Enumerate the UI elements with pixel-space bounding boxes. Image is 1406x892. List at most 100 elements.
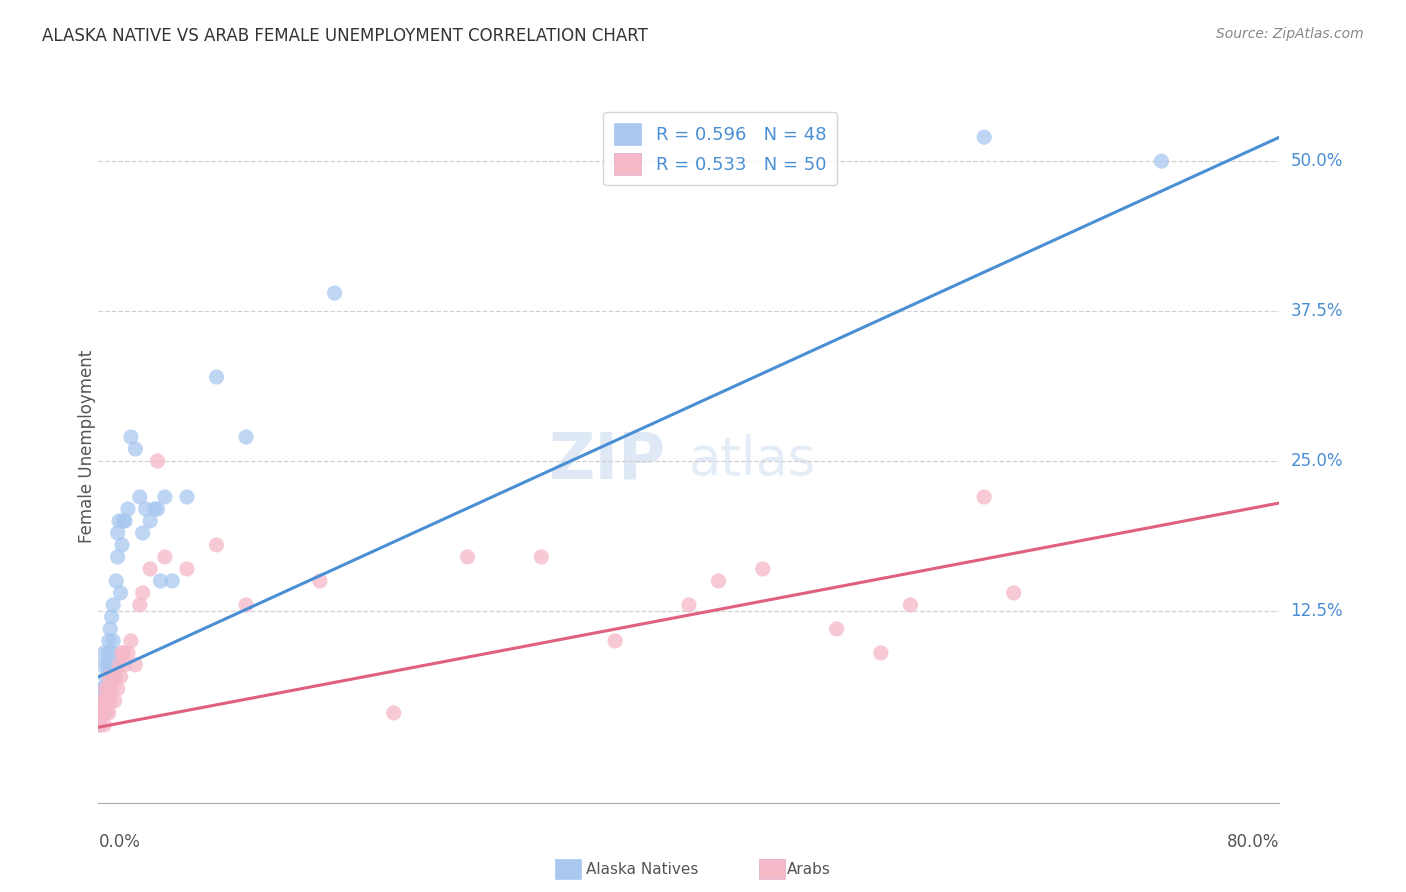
Point [309, 574, 332, 588]
Point [1150, 154, 1173, 169]
Point [91, 706, 114, 720]
Point [93, 718, 115, 732]
Point [124, 657, 146, 672]
Point [94, 706, 117, 720]
Point [235, 430, 257, 444]
Point [100, 610, 122, 624]
Point [91, 694, 114, 708]
Point [973, 130, 995, 145]
Point [139, 514, 162, 528]
Point [90, 694, 112, 708]
Point [143, 502, 166, 516]
Point [104, 670, 127, 684]
Point [94, 681, 117, 696]
Point [94, 670, 117, 684]
Text: ALASKA NATIVE VS ARAB FEMALE UNEMPLOYMENT CORRELATION CHART: ALASKA NATIVE VS ARAB FEMALE UNEMPLOYMEN… [42, 27, 648, 45]
Point [111, 646, 134, 660]
Point [146, 454, 169, 468]
Point [900, 598, 922, 612]
Point [108, 657, 131, 672]
Text: 50.0%: 50.0% [1291, 153, 1343, 170]
Point [93, 646, 115, 660]
Point [456, 549, 478, 564]
Point [91, 657, 114, 672]
Point [89, 718, 111, 732]
Text: atlas: atlas [689, 434, 817, 486]
Text: ZIP: ZIP [548, 429, 665, 491]
Point [176, 562, 198, 576]
Point [97, 706, 120, 720]
Point [869, 646, 891, 660]
Legend: R = 0.596   N = 48, R = 0.533   N = 50: R = 0.596 N = 48, R = 0.533 N = 50 [603, 112, 837, 186]
Point [105, 670, 128, 684]
Point [120, 633, 142, 648]
Point [89, 694, 111, 708]
Point [117, 646, 139, 660]
Text: Source: ZipAtlas.com: Source: ZipAtlas.com [1216, 27, 1364, 41]
Point [128, 490, 150, 504]
Point [205, 538, 228, 552]
Point [98, 622, 121, 636]
Point [90, 706, 112, 720]
Point [97, 646, 120, 660]
Point [205, 370, 228, 384]
Point [124, 442, 146, 456]
Point [111, 538, 134, 552]
Point [90, 706, 112, 720]
Point [707, 574, 730, 588]
Point [149, 574, 172, 588]
Point [98, 694, 121, 708]
Text: 12.5%: 12.5% [1291, 602, 1343, 620]
Text: 37.5%: 37.5% [1291, 302, 1343, 320]
Point [91, 694, 114, 708]
Text: 0.0%: 0.0% [98, 833, 141, 851]
Point [530, 549, 553, 564]
Point [94, 706, 117, 720]
Point [105, 574, 128, 588]
Point [98, 657, 121, 672]
Point [323, 286, 346, 301]
Point [112, 514, 135, 528]
Point [382, 706, 405, 720]
Point [103, 598, 125, 612]
Point [90, 681, 112, 696]
Point [110, 586, 132, 600]
Point [103, 633, 125, 648]
Point [93, 694, 115, 708]
Point [153, 490, 176, 504]
Point [128, 598, 150, 612]
Point [100, 681, 122, 696]
Y-axis label: Female Unemployment: Female Unemployment [79, 350, 96, 542]
Point [1002, 586, 1025, 600]
Point [132, 586, 155, 600]
Point [973, 490, 995, 504]
Point [97, 633, 120, 648]
Point [96, 694, 118, 708]
Point [89, 718, 111, 732]
Point [114, 514, 136, 528]
Point [162, 574, 183, 588]
Point [146, 502, 169, 516]
Point [93, 681, 115, 696]
Text: Arabs: Arabs [787, 863, 831, 877]
Point [110, 670, 132, 684]
Point [100, 646, 122, 660]
Point [97, 670, 120, 684]
Point [235, 598, 257, 612]
Point [678, 598, 700, 612]
Point [107, 525, 129, 540]
Point [107, 549, 129, 564]
Point [605, 633, 627, 648]
Point [117, 502, 139, 516]
Point [98, 681, 121, 696]
Point [96, 657, 118, 672]
Point [96, 681, 118, 696]
Point [104, 694, 127, 708]
Point [176, 490, 198, 504]
Point [139, 562, 162, 576]
Point [751, 562, 773, 576]
Text: Alaska Natives: Alaska Natives [586, 863, 699, 877]
Point [153, 549, 176, 564]
Point [112, 646, 135, 660]
Point [135, 502, 157, 516]
